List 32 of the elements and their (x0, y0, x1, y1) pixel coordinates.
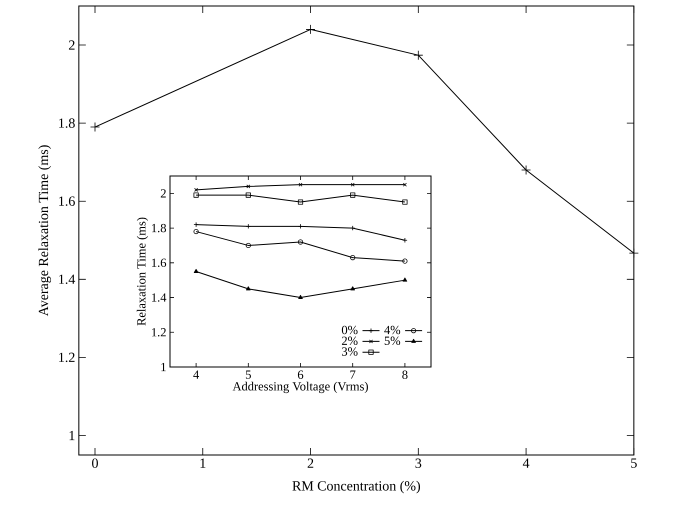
y-tick-label: 1.8 (59, 118, 75, 128)
x-tick-label: 4 (193, 370, 200, 379)
x-tick-label: 5 (631, 458, 637, 468)
x-tick-label: 8 (402, 370, 408, 379)
x-tick-label: 0 (92, 458, 98, 468)
y-tick-label: 2 (160, 189, 166, 198)
x-axis-title: Addressing Voltage (Vrms) (232, 382, 368, 394)
legend-label: 3% (342, 347, 358, 356)
x-tick-label: 3 (415, 458, 422, 468)
y-tick-label: 1.6 (152, 258, 166, 268)
y-tick-label: 1.8 (152, 224, 166, 232)
y-tick-label: 1 (161, 362, 166, 372)
legend-label: 0% (342, 326, 358, 334)
x-axis-title: RM Concentration (%) (292, 480, 420, 494)
x-tick-label: 4 (522, 458, 530, 468)
x-tick-label: 5 (246, 370, 251, 379)
y-tick-label: 1.6 (59, 196, 75, 206)
y-tick-label: 1.4 (152, 293, 166, 302)
x-tick-label: 2 (308, 458, 314, 468)
legend-label: 5% (384, 336, 400, 345)
x-tick-label: 7 (350, 370, 356, 379)
legend-label: 4% (384, 326, 400, 334)
y-tick-label: 1.2 (152, 328, 166, 336)
y-tick-label: 2 (68, 40, 75, 50)
y-axis-title: Relaxation Time (ms) (136, 218, 148, 326)
legend-label: 2% (342, 336, 358, 345)
x-tick-label: 1 (200, 458, 206, 468)
y-tick-label: 1.4 (59, 274, 76, 284)
y-tick-label: 1.2 (59, 352, 75, 362)
y-axis-title: Average Relaxation Time (ms) (38, 145, 52, 316)
y-tick-label: 1 (70, 430, 74, 440)
x-tick-label: 6 (298, 370, 304, 379)
